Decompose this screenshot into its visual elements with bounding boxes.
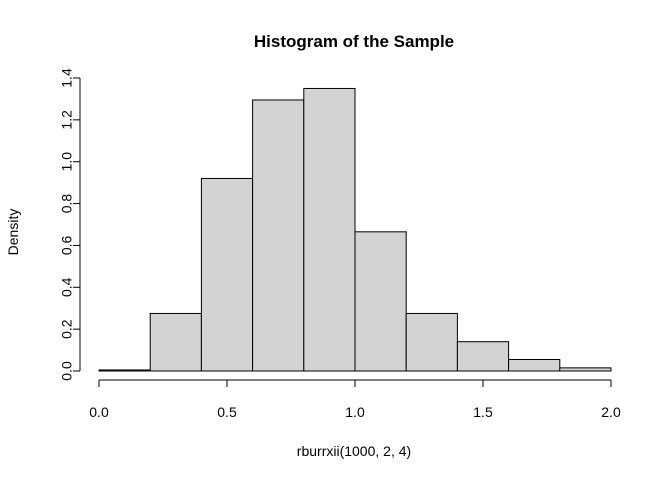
histogram-bar-9 — [559, 367, 612, 372]
y-tick-label-6: 1.2 — [59, 110, 75, 130]
histogram-bar-4 — [303, 87, 356, 372]
histogram-bar-5 — [354, 231, 407, 372]
y-axis: 0.0 0.2 0.4 0.6 0.8 1.0 1.2 1.4 — [59, 68, 81, 381]
x-axis: 0.0 0.5 1.0 1.5 2.0 — [89, 379, 621, 420]
histogram-bar-3 — [252, 99, 305, 372]
y-axis-label: Density — [5, 209, 21, 256]
chart-title: Histogram of the Sample — [254, 32, 454, 51]
y-tick-label-7: 1.4 — [59, 68, 75, 88]
x-axis-label: rburrxii(1000, 2, 4) — [297, 443, 411, 459]
histogram-bar-6 — [405, 312, 458, 372]
y-tick-label-1: 0.2 — [59, 319, 75, 339]
y-tick-label-3: 0.6 — [59, 235, 75, 255]
histogram-bar-1 — [149, 312, 202, 372]
y-tick-label-0: 0.0 — [59, 361, 75, 381]
x-tick-label-0: 0.0 — [89, 404, 109, 420]
y-tick-label-2: 0.4 — [59, 277, 75, 297]
histogram-bar-7 — [456, 341, 510, 372]
histogram-bar-8 — [508, 358, 561, 372]
x-tick-label-4: 2.0 — [601, 404, 621, 420]
x-tick-label-1: 0.5 — [217, 404, 237, 420]
histogram-bar-2 — [200, 177, 254, 372]
bars-group — [98, 87, 612, 372]
y-tick-label-5: 1.0 — [59, 152, 75, 172]
y-tick-label-4: 0.8 — [59, 194, 75, 214]
x-tick-label-2: 1.0 — [345, 404, 365, 420]
histogram-bar-0 — [98, 369, 151, 372]
x-tick-label-3: 1.5 — [473, 404, 493, 420]
